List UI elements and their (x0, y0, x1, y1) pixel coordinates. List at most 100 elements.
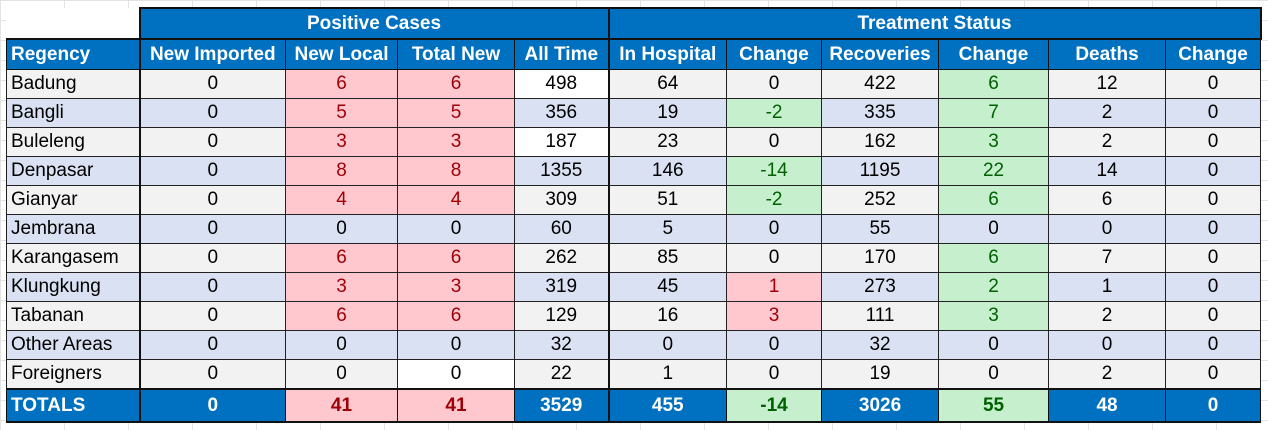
data-cell[interactable]: 51 (607, 185, 728, 215)
data-cell[interactable]: 129 (513, 301, 610, 331)
totals-cell[interactable]: 41 (285, 388, 398, 423)
data-cell[interactable]: 2 (938, 272, 1050, 302)
data-cell[interactable]: 0 (1048, 214, 1167, 244)
blank-corner-cell[interactable] (6, 7, 140, 40)
data-cell[interactable]: 6 (1048, 185, 1167, 215)
regency-name-cell[interactable]: Other Areas (6, 330, 140, 360)
data-cell[interactable]: 0 (726, 330, 823, 360)
totals-cell[interactable]: 48 (1048, 388, 1167, 423)
data-cell[interactable]: 111 (821, 301, 940, 331)
data-cell[interactable]: 3 (285, 127, 398, 157)
data-cell[interactable]: 12 (1048, 69, 1167, 99)
data-cell[interactable]: 55 (821, 214, 940, 244)
data-cell[interactable]: 2 (1048, 359, 1167, 390)
data-cell[interactable]: 0 (1165, 156, 1262, 186)
data-cell[interactable]: 0 (138, 301, 286, 331)
totals-cell[interactable]: 41 (397, 388, 515, 423)
regency-name-cell[interactable]: Denpasar (6, 156, 140, 186)
data-cell[interactable]: 3 (285, 272, 398, 302)
data-cell[interactable]: 2 (1048, 301, 1167, 331)
data-cell[interactable]: 0 (1165, 127, 1262, 157)
data-cell[interactable]: 0 (1165, 359, 1262, 390)
data-cell[interactable]: -2 (726, 185, 823, 215)
data-cell[interactable]: 0 (285, 330, 398, 360)
totals-cell[interactable]: 0 (138, 388, 286, 423)
data-cell[interactable]: 3 (938, 127, 1050, 157)
data-cell[interactable]: 0 (138, 330, 286, 360)
totals-cell[interactable]: 455 (607, 388, 728, 423)
data-cell[interactable]: 45 (607, 272, 728, 302)
data-cell[interactable]: 0 (397, 214, 515, 244)
data-cell[interactable]: 4 (397, 185, 515, 215)
regency-name-cell[interactable]: Tabanan (6, 301, 140, 331)
data-cell[interactable]: 85 (607, 243, 728, 273)
data-cell[interactable]: 2 (1048, 98, 1167, 128)
regency-name-cell[interactable]: Buleleng (6, 127, 140, 157)
data-cell[interactable]: 32 (513, 330, 610, 360)
data-cell[interactable]: 6 (938, 185, 1050, 215)
data-cell[interactable]: 0 (285, 214, 398, 244)
data-cell[interactable]: 0 (1165, 330, 1262, 360)
data-cell[interactable]: 0 (397, 330, 515, 360)
data-cell[interactable]: 1195 (821, 156, 940, 186)
data-cell[interactable]: 0 (138, 214, 286, 244)
data-cell[interactable]: 0 (138, 243, 286, 273)
data-cell[interactable]: 0 (938, 359, 1050, 390)
column-header-4[interactable]: All Time (513, 38, 610, 70)
totals-label-cell[interactable]: TOTALS (6, 388, 140, 423)
data-cell[interactable]: 262 (513, 243, 610, 273)
data-cell[interactable]: 5 (607, 214, 728, 244)
data-cell[interactable]: 0 (1165, 243, 1262, 273)
data-cell[interactable]: 0 (726, 127, 823, 157)
regency-name-cell[interactable]: Foreigners (6, 359, 140, 390)
data-cell[interactable]: 0 (938, 330, 1050, 360)
data-cell[interactable]: 1 (726, 272, 823, 302)
data-cell[interactable]: 6 (938, 243, 1050, 273)
data-cell[interactable]: 0 (1165, 301, 1262, 331)
treatment-status-group-header[interactable]: Treatment Status (607, 7, 1262, 40)
column-header-6[interactable]: Change (726, 38, 823, 70)
data-cell[interactable]: 0 (726, 243, 823, 273)
column-header-5[interactable]: In Hospital (607, 38, 728, 70)
data-cell[interactable]: 5 (285, 98, 398, 128)
data-cell[interactable]: 6 (285, 243, 398, 273)
data-cell[interactable]: 0 (1165, 272, 1262, 302)
totals-cell[interactable]: 3026 (821, 388, 940, 423)
data-cell[interactable]: 252 (821, 185, 940, 215)
data-cell[interactable]: 7 (1048, 243, 1167, 273)
data-cell[interactable]: 0 (138, 69, 286, 99)
data-cell[interactable]: 422 (821, 69, 940, 99)
data-cell[interactable]: 0 (138, 156, 286, 186)
data-cell[interactable]: 0 (138, 127, 286, 157)
totals-cell[interactable]: 0 (1165, 388, 1262, 423)
column-header-8[interactable]: Change (938, 38, 1050, 70)
data-cell[interactable]: 0 (138, 98, 286, 128)
regency-name-cell[interactable]: Jembrana (6, 214, 140, 244)
data-cell[interactable]: 32 (821, 330, 940, 360)
data-cell[interactable]: 498 (513, 69, 610, 99)
regency-name-cell[interactable]: Klungkung (6, 272, 140, 302)
data-cell[interactable]: 19 (607, 98, 728, 128)
data-cell[interactable]: 2 (1048, 127, 1167, 157)
data-cell[interactable]: 170 (821, 243, 940, 273)
data-cell[interactable]: 6 (397, 301, 515, 331)
totals-cell[interactable]: 3529 (513, 388, 610, 423)
data-cell[interactable]: 162 (821, 127, 940, 157)
data-cell[interactable]: 64 (607, 69, 728, 99)
data-cell[interactable]: 6 (397, 69, 515, 99)
data-cell[interactable]: 319 (513, 272, 610, 302)
data-cell[interactable]: 0 (1165, 214, 1262, 244)
data-cell[interactable]: 7 (938, 98, 1050, 128)
data-cell[interactable]: 3 (397, 127, 515, 157)
data-cell[interactable]: 0 (726, 214, 823, 244)
data-cell[interactable]: 0 (1165, 98, 1262, 128)
data-cell[interactable]: 0 (726, 359, 823, 390)
data-cell[interactable]: 22 (513, 359, 610, 390)
data-cell[interactable]: 5 (397, 98, 515, 128)
data-cell[interactable]: 146 (607, 156, 728, 186)
column-header-10[interactable]: Change (1165, 38, 1262, 70)
data-cell[interactable]: 6 (938, 69, 1050, 99)
data-cell[interactable]: 0 (138, 359, 286, 390)
data-cell[interactable]: 0 (938, 214, 1050, 244)
data-cell[interactable]: -2 (726, 98, 823, 128)
